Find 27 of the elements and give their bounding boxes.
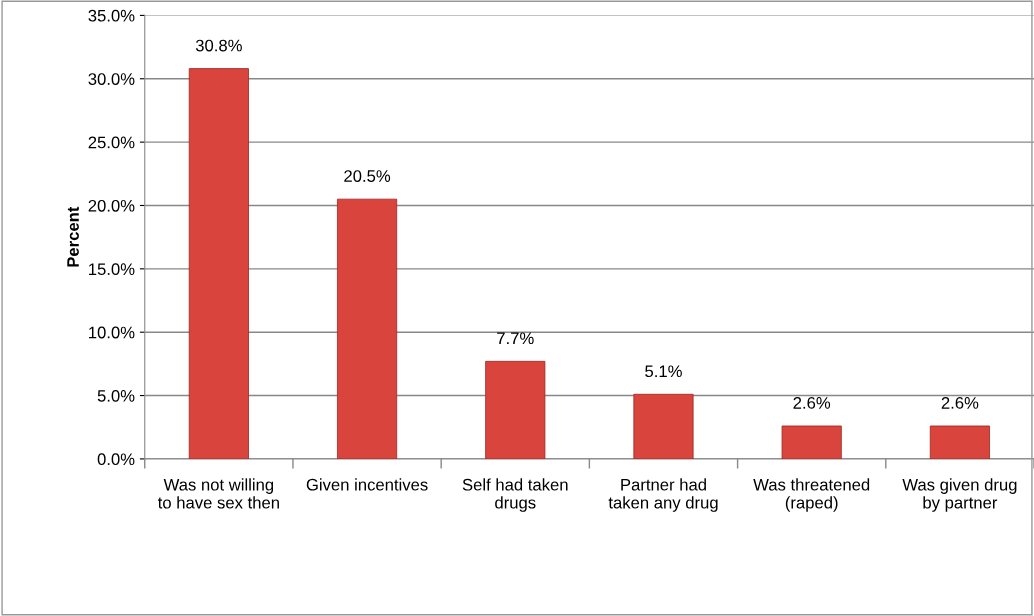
y-tick-label: 10.0% (89, 326, 135, 339)
x-tick-label: Was given drug by partner (902, 478, 1017, 512)
data-label: 5.1% (645, 365, 682, 378)
x-tick-label: Was not willing to have sex then (157, 478, 279, 509)
y-tick-label: 20.0% (88, 199, 135, 212)
bar (337, 198, 398, 459)
bar (485, 360, 546, 459)
y-axis-title: Percent (67, 206, 79, 267)
y-tick-label: 0.0% (97, 453, 135, 466)
y-tick-label: 5.0% (97, 389, 135, 402)
y-tick-label: 35.0% (88, 9, 135, 22)
y-tick-label: 15.0% (89, 263, 135, 276)
x-tick-label: Self had taken drugs (462, 478, 568, 512)
data-label: 7.7% (497, 332, 534, 345)
bar (929, 425, 990, 459)
data-label: 20.5% (344, 170, 391, 182)
y-tick-label: 25.0% (88, 136, 135, 149)
data-label: 30.8% (195, 39, 242, 52)
bar (188, 68, 249, 459)
data-label: 2.6% (793, 396, 831, 409)
data-label: 2.6% (941, 396, 979, 409)
bar (633, 393, 694, 459)
x-tick-label: Was threatened (raped) (753, 478, 870, 512)
bar (781, 425, 842, 459)
x-tick-label: Partner had taken any drug (608, 478, 718, 512)
y-tick-label: 30.0% (88, 73, 135, 85)
x-tick-label: Given incentives (306, 478, 428, 491)
